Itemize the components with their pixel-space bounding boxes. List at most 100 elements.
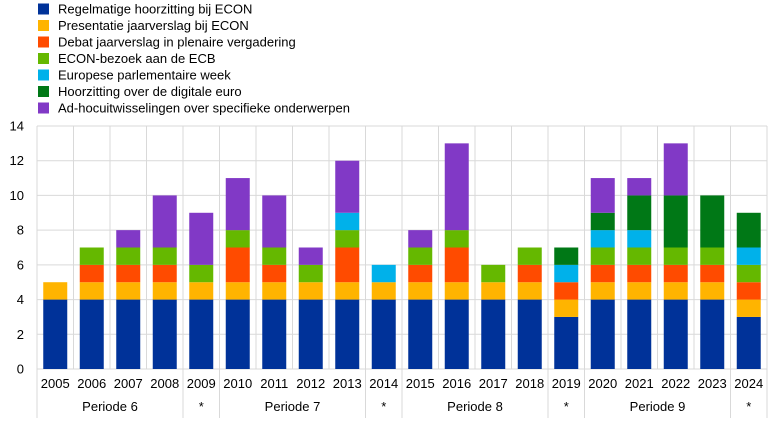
x-tick-label: 2019 <box>552 376 581 391</box>
bar-segment <box>700 264 725 283</box>
bar-segment <box>116 230 141 248</box>
bar-segment <box>481 264 506 283</box>
bar-segment <box>371 264 396 283</box>
bar-segment <box>116 264 141 283</box>
bar-segment <box>700 247 725 265</box>
bar-segment <box>408 282 433 300</box>
bar-segment <box>517 264 542 283</box>
bar-segment <box>225 282 250 300</box>
bar-segment <box>554 264 579 283</box>
group-label: Periode 8 <box>447 399 503 414</box>
bar-segment <box>116 282 141 300</box>
bar-segment <box>590 264 615 283</box>
x-tick-label: 2020 <box>588 376 617 391</box>
bar-segment <box>627 230 652 248</box>
legend-label: Ad-hocuitwisselingen over specifieke ond… <box>58 101 350 116</box>
y-tick-label: 4 <box>17 292 24 307</box>
bar-segment <box>335 247 360 283</box>
bar-segment <box>590 282 615 300</box>
bar-segment <box>590 178 615 213</box>
x-tick-label: 2014 <box>369 376 398 391</box>
bar-segment <box>663 264 688 283</box>
legend-swatch <box>38 36 49 48</box>
x-tick-label: 2023 <box>698 376 727 391</box>
bar-segment <box>590 299 615 369</box>
x-tick-label: 2012 <box>296 376 325 391</box>
x-tick-label: 2010 <box>223 376 252 391</box>
y-tick-label: 14 <box>10 119 24 134</box>
group-label: Periode 9 <box>630 399 686 414</box>
bar-segment <box>700 282 725 300</box>
y-tick-label: 0 <box>17 362 24 377</box>
legend-label: Hoorzitting over de digitale euro <box>58 84 242 99</box>
bar-segment <box>79 247 104 265</box>
bar-segment <box>481 282 506 300</box>
bar-segment <box>517 247 542 265</box>
bar-segment <box>262 195 287 248</box>
x-tick-label: 2007 <box>114 376 143 391</box>
x-tick-label: 2018 <box>515 376 544 391</box>
bar-segment <box>736 212 761 248</box>
x-tick-label: 2011 <box>260 376 288 391</box>
bar-segment <box>627 264 652 283</box>
bar-segment <box>262 299 287 369</box>
bar-segment <box>152 247 177 265</box>
x-tick-label: 2005 <box>41 376 70 391</box>
bar-segment <box>116 299 141 369</box>
bar-segment <box>152 282 177 300</box>
bar-segment <box>700 299 725 369</box>
bar-segment <box>298 264 323 283</box>
bars <box>43 143 761 369</box>
group-label: * <box>564 399 569 414</box>
bar-segment <box>663 195 688 248</box>
bar-segment <box>371 299 396 369</box>
legend-swatch <box>38 69 49 81</box>
bar-segment <box>663 282 688 300</box>
bar-segment <box>189 299 214 369</box>
bar-segment <box>590 247 615 265</box>
bar-segment <box>481 299 506 369</box>
bar-segment <box>371 282 396 300</box>
bar-segment <box>408 247 433 265</box>
legend-swatch <box>38 20 49 31</box>
x-tick-label: 2017 <box>479 376 508 391</box>
bar-segment <box>408 299 433 369</box>
bar-segment <box>335 299 360 369</box>
bar-segment <box>590 230 615 248</box>
bar-segment <box>700 195 725 248</box>
x-tick-label: 2013 <box>333 376 362 391</box>
bar-segment <box>298 247 323 265</box>
group-label: Periode 6 <box>82 399 138 414</box>
bar-segment <box>152 264 177 283</box>
legend-swatch <box>38 102 49 114</box>
bar-segment <box>298 299 323 369</box>
bar-segment <box>298 282 323 300</box>
bar-segment <box>408 230 433 248</box>
bar-segment <box>335 160 360 213</box>
bar-segment <box>189 282 214 300</box>
bar-segment <box>554 299 579 317</box>
bar-segment <box>627 299 652 369</box>
y-tick-label: 2 <box>17 327 24 342</box>
bar-segment <box>444 247 469 283</box>
bar-segment <box>262 282 287 300</box>
bar-segment <box>189 264 214 283</box>
legend-swatch <box>38 53 49 64</box>
bar-segment <box>736 316 761 369</box>
y-tick-label: 12 <box>10 153 24 168</box>
bar-segment <box>43 282 68 300</box>
bar-segment <box>408 264 433 283</box>
bar-segment <box>335 212 360 231</box>
x-tick-label: 2024 <box>734 376 763 391</box>
x-tick-label: 2008 <box>150 376 179 391</box>
bar-segment <box>736 247 761 265</box>
bar-segment <box>736 264 761 283</box>
legend-label: Debat jaarverslag in plenaire vergaderin… <box>58 35 296 50</box>
bar-segment <box>152 195 177 248</box>
bar-segment <box>335 230 360 248</box>
y-tick-label: 6 <box>17 257 24 272</box>
legend-swatch <box>38 86 49 97</box>
bar-segment <box>225 299 250 369</box>
bar-segment <box>444 143 469 231</box>
